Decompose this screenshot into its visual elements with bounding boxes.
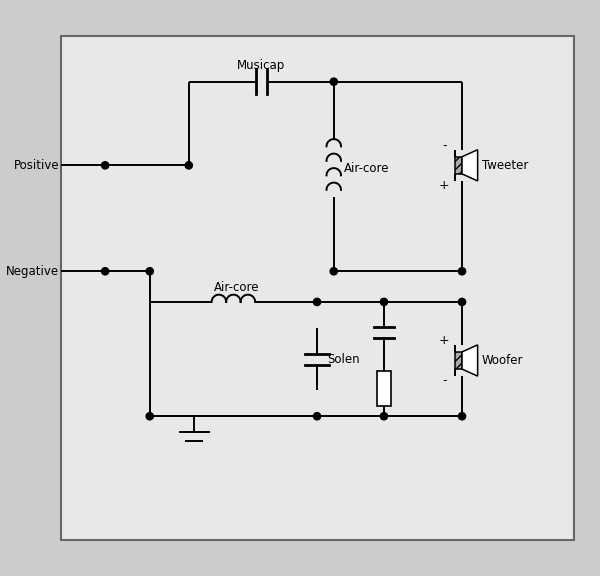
Text: Negative: Negative [6, 265, 59, 278]
Circle shape [185, 162, 193, 169]
Text: Air-core: Air-core [214, 281, 259, 294]
Text: Air-core: Air-core [344, 162, 389, 175]
Bar [455, 157, 462, 174]
Bar [455, 352, 462, 369]
Circle shape [458, 298, 466, 305]
Text: +: + [439, 334, 449, 347]
Circle shape [458, 268, 466, 275]
Text: +: + [439, 179, 449, 192]
Circle shape [380, 298, 388, 305]
Bar [455, 352, 462, 369]
FancyBboxPatch shape [61, 36, 574, 540]
Text: Tweeter: Tweeter [482, 159, 528, 172]
Circle shape [101, 162, 109, 169]
Circle shape [146, 268, 154, 275]
Circle shape [458, 412, 466, 420]
Circle shape [380, 412, 388, 420]
Circle shape [101, 268, 109, 275]
Text: Musicap: Musicap [237, 59, 286, 71]
Text: Woofer: Woofer [482, 354, 523, 367]
Polygon shape [462, 345, 478, 376]
Circle shape [313, 412, 320, 420]
Text: -: - [442, 374, 446, 387]
Circle shape [330, 78, 337, 85]
Circle shape [313, 298, 320, 305]
Polygon shape [462, 150, 478, 181]
Bar [377, 370, 391, 406]
Text: Solen: Solen [327, 353, 359, 366]
Bar [455, 157, 462, 174]
Text: Positive: Positive [14, 159, 59, 172]
Circle shape [330, 268, 337, 275]
Text: -: - [442, 139, 446, 151]
Circle shape [146, 412, 154, 420]
